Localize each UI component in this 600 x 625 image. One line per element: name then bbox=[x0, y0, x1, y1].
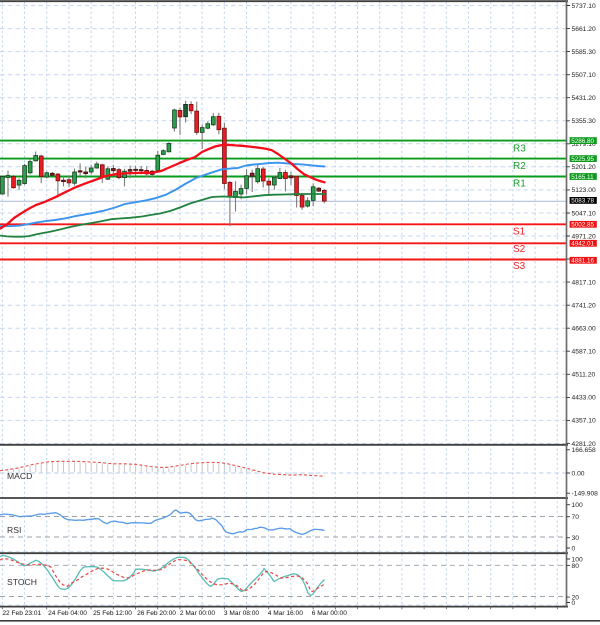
svg-text:5083.78: 5083.78 bbox=[571, 198, 594, 205]
svg-text:-149.908: -149.908 bbox=[572, 491, 599, 498]
svg-text:4433.00: 4433.00 bbox=[572, 395, 596, 402]
svg-text:5201.20: 5201.20 bbox=[572, 164, 596, 171]
svg-text:100: 100 bbox=[572, 502, 583, 509]
svg-text:S2: S2 bbox=[513, 244, 526, 255]
svg-text:0: 0 bbox=[572, 600, 576, 607]
svg-text:5279.10: 5279.10 bbox=[572, 141, 596, 148]
svg-text:4663.00: 4663.00 bbox=[572, 326, 596, 333]
svg-text:4 Mar 16:00: 4 Mar 16:00 bbox=[268, 610, 304, 617]
svg-text:25 Feb 12:00: 25 Feb 12:00 bbox=[93, 610, 132, 617]
svg-text:R3: R3 bbox=[513, 144, 526, 155]
svg-text:80: 80 bbox=[572, 563, 580, 570]
svg-text:4587.10: 4587.10 bbox=[572, 349, 596, 356]
svg-text:S3: S3 bbox=[513, 261, 526, 272]
svg-text:4511.20: 4511.20 bbox=[572, 372, 596, 379]
svg-text:4881.16: 4881.16 bbox=[571, 258, 594, 265]
svg-text:70: 70 bbox=[572, 514, 580, 521]
svg-text:5355.30: 5355.30 bbox=[572, 118, 596, 125]
svg-text:5047.10: 5047.10 bbox=[572, 210, 596, 217]
svg-text:4971.20: 4971.20 bbox=[572, 233, 596, 240]
svg-text:4817.10: 4817.10 bbox=[572, 279, 596, 286]
svg-text:4281.20: 4281.20 bbox=[572, 441, 596, 448]
svg-text:5286.80: 5286.80 bbox=[571, 138, 594, 145]
svg-text:5737.10: 5737.10 bbox=[572, 3, 596, 10]
svg-text:30: 30 bbox=[572, 535, 580, 542]
svg-text:166.658: 166.658 bbox=[572, 447, 596, 454]
svg-text:R2: R2 bbox=[513, 161, 526, 172]
svg-text:4357.10: 4357.10 bbox=[572, 418, 596, 425]
svg-text:24 Feb 04:00: 24 Feb 04:00 bbox=[48, 610, 87, 617]
svg-text:2 Mar 00:00: 2 Mar 00:00 bbox=[180, 610, 216, 617]
svg-text:20: 20 bbox=[572, 594, 580, 601]
svg-text:3 Mar 08:00: 3 Mar 08:00 bbox=[224, 610, 260, 617]
svg-text:5002.85: 5002.85 bbox=[571, 222, 594, 229]
svg-text:5661.20: 5661.20 bbox=[572, 26, 596, 33]
svg-text:R1: R1 bbox=[513, 179, 526, 190]
svg-text:100: 100 bbox=[572, 556, 583, 563]
svg-text:6 Mar 00:00: 6 Mar 00:00 bbox=[312, 610, 348, 617]
svg-text:STOCH: STOCH bbox=[7, 577, 37, 587]
svg-text:22 Feb 23:01: 22 Feb 23:01 bbox=[2, 610, 41, 617]
svg-text:0: 0 bbox=[572, 545, 576, 552]
svg-text:5225.95: 5225.95 bbox=[571, 156, 594, 163]
svg-text:4741.20: 4741.20 bbox=[572, 303, 596, 310]
svg-text:S1: S1 bbox=[513, 227, 526, 238]
svg-text:5123.00: 5123.00 bbox=[572, 187, 596, 194]
svg-text:MACD: MACD bbox=[7, 471, 32, 481]
svg-text:5585.30: 5585.30 bbox=[572, 49, 596, 56]
svg-text:4942.01: 4942.01 bbox=[571, 241, 594, 248]
svg-text:0.00: 0.00 bbox=[572, 470, 585, 477]
svg-text:RSI: RSI bbox=[7, 525, 21, 535]
svg-text:5431.20: 5431.20 bbox=[572, 95, 596, 102]
svg-text:5165.11: 5165.11 bbox=[571, 174, 594, 181]
svg-text:5507.10: 5507.10 bbox=[572, 72, 596, 79]
svg-text:26 Feb 20:00: 26 Feb 20:00 bbox=[137, 610, 176, 617]
